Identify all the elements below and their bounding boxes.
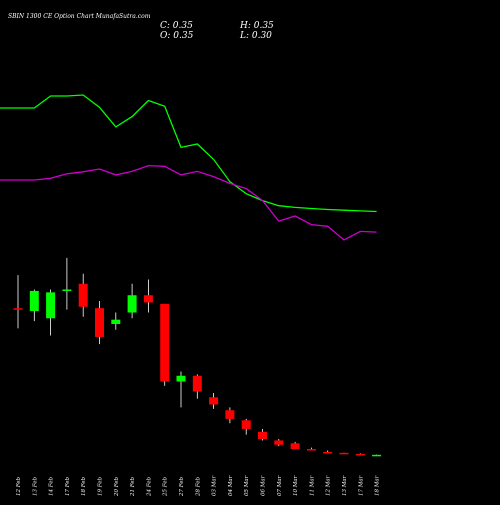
candle-body [160, 303, 170, 382]
candle-body [62, 289, 72, 291]
candle-body [46, 292, 56, 319]
x-tick-label: 10 Mar [293, 475, 299, 496]
high-value: H: 0.35 [239, 21, 274, 31]
candle [78, 273, 88, 317]
x-tick-label: 17 Feb [65, 476, 71, 496]
chart-title: SBIN 1300 CE Option Chart MunafaSutra.co… [8, 13, 151, 20]
x-tick-label: 19 Feb [98, 476, 104, 496]
candle-body [355, 453, 365, 456]
candle-body [290, 443, 300, 450]
x-tick-label: 12 Feb [16, 476, 22, 496]
candle-layer [13, 257, 382, 457]
candle-body [95, 308, 104, 337]
x-tick-label: 18 Feb [81, 476, 87, 496]
candle [241, 418, 251, 435]
candle [13, 275, 23, 329]
low-value: L: 0.30 [239, 31, 272, 41]
candle-body [143, 295, 153, 303]
candle [258, 428, 267, 441]
candle-body [13, 308, 23, 310]
candle-body [372, 454, 382, 457]
x-tick-label: 14 Feb [49, 476, 55, 496]
open-value: O: 0.35 [160, 31, 194, 41]
candle [29, 289, 39, 322]
candle [160, 303, 170, 386]
x-tick-label: 18 Mar [375, 475, 381, 496]
candle [306, 447, 316, 451]
x-tick-label: 13 Feb [32, 476, 38, 496]
candle-body [192, 375, 202, 392]
candle [339, 452, 349, 455]
candle [62, 257, 72, 310]
x-axis-labels: 12 Feb 13 Feb 14 Feb 17 Feb 18 Feb 19 Feb 20 F… [16, 475, 381, 497]
x-tick-label: 24 Feb [146, 476, 152, 497]
moving-average-layer [0, 94, 377, 241]
candle [127, 283, 137, 319]
candle-body [258, 431, 267, 439]
ma-slow-line [0, 164, 377, 241]
candle-body [29, 290, 39, 312]
x-tick-label: 20 Feb [114, 476, 120, 497]
candle [192, 374, 202, 399]
x-tick-label: 25 Feb [163, 476, 169, 497]
candle [225, 407, 235, 424]
x-tick-label: 28 Feb [195, 476, 201, 497]
candle [372, 454, 382, 457]
x-tick-label: 05 Mar [244, 475, 250, 496]
candle-body [241, 420, 251, 429]
candle-body [225, 410, 235, 419]
candle-body [274, 440, 284, 445]
x-tick-label: 13 Mar [342, 475, 348, 496]
close-value: C: 0.35 [160, 21, 193, 31]
candle [290, 441, 300, 450]
candle-body [111, 319, 121, 324]
candle-body [306, 449, 316, 451]
candle [355, 453, 365, 456]
candle [46, 289, 56, 336]
candle-body [209, 397, 219, 405]
x-tick-label: 03 Mar [212, 475, 218, 496]
candle [176, 371, 186, 408]
candle-body [78, 283, 88, 307]
candle-body [127, 295, 137, 313]
candle [209, 393, 219, 409]
candle [143, 279, 153, 313]
x-tick-label: 04 Mar [228, 475, 234, 496]
candle-body [339, 452, 349, 455]
candle [111, 312, 121, 330]
candle [323, 450, 333, 454]
candle [274, 439, 284, 447]
x-tick-label: 17 Mar [358, 475, 364, 496]
candle-body [176, 375, 186, 382]
x-tick-label: 07 Mar [277, 475, 283, 496]
x-tick-label: 27 Feb [179, 476, 185, 497]
x-tick-label: 12 Mar [326, 475, 332, 496]
x-tick-label: 21 Feb [130, 476, 136, 497]
candle-body [323, 451, 333, 454]
candle [95, 301, 104, 345]
x-tick-label: 11 Mar [309, 475, 315, 496]
x-tick-label: 06 Mar [261, 475, 267, 496]
ma-fast-line [0, 94, 377, 213]
